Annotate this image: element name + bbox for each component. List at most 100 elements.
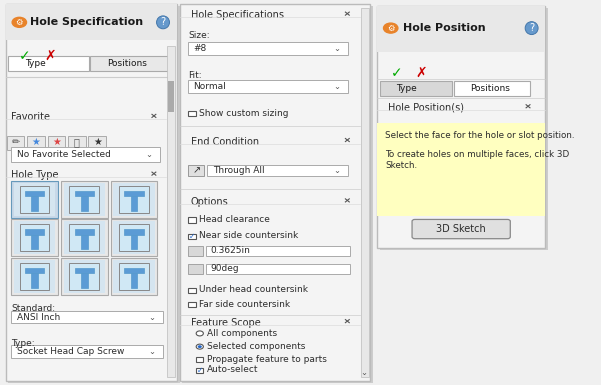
- Text: Hole Position(s): Hole Position(s): [388, 103, 464, 113]
- Text: Options: Options: [191, 197, 228, 207]
- FancyBboxPatch shape: [130, 273, 138, 288]
- Text: ✗: ✗: [44, 49, 56, 63]
- FancyBboxPatch shape: [119, 186, 149, 213]
- FancyBboxPatch shape: [188, 80, 348, 92]
- FancyBboxPatch shape: [188, 165, 204, 176]
- Text: ⌄: ⌄: [145, 150, 153, 159]
- Text: Normal: Normal: [194, 82, 226, 90]
- FancyBboxPatch shape: [81, 235, 88, 249]
- FancyBboxPatch shape: [69, 263, 99, 290]
- FancyBboxPatch shape: [196, 368, 203, 373]
- Text: ⌄: ⌄: [148, 347, 156, 356]
- FancyBboxPatch shape: [377, 123, 546, 216]
- Text: Under head countersink: Under head countersink: [199, 285, 308, 295]
- FancyBboxPatch shape: [206, 264, 350, 274]
- Text: ⚙: ⚙: [387, 23, 394, 33]
- Text: Hole Position: Hole Position: [403, 23, 486, 33]
- Circle shape: [196, 344, 203, 349]
- FancyBboxPatch shape: [119, 263, 149, 290]
- FancyBboxPatch shape: [31, 273, 38, 288]
- Circle shape: [198, 345, 202, 348]
- FancyBboxPatch shape: [20, 186, 49, 213]
- FancyBboxPatch shape: [167, 46, 175, 377]
- FancyBboxPatch shape: [188, 42, 348, 55]
- FancyBboxPatch shape: [124, 229, 144, 235]
- Text: ↗: ↗: [192, 165, 200, 175]
- FancyBboxPatch shape: [188, 288, 196, 293]
- FancyBboxPatch shape: [361, 8, 368, 377]
- Text: ?: ?: [529, 23, 534, 33]
- Text: ★: ★: [93, 137, 102, 147]
- FancyBboxPatch shape: [8, 56, 89, 71]
- Text: Hole Specification: Hole Specification: [31, 17, 144, 27]
- Text: Far side countersink: Far side countersink: [199, 300, 290, 309]
- FancyBboxPatch shape: [75, 229, 94, 235]
- Text: 🔒: 🔒: [74, 137, 80, 147]
- FancyBboxPatch shape: [14, 260, 55, 293]
- FancyBboxPatch shape: [188, 111, 196, 116]
- Text: Select the face for the hole or slot position.: Select the face for the hole or slot pos…: [385, 131, 575, 140]
- FancyBboxPatch shape: [81, 273, 88, 288]
- FancyBboxPatch shape: [61, 181, 108, 218]
- FancyBboxPatch shape: [81, 196, 88, 211]
- FancyBboxPatch shape: [64, 260, 105, 293]
- Text: Type:: Type:: [11, 339, 35, 348]
- Text: Hole Type: Hole Type: [11, 170, 58, 180]
- Text: Size:: Size:: [188, 32, 210, 40]
- FancyBboxPatch shape: [182, 6, 373, 383]
- Text: ✗: ✗: [415, 66, 427, 80]
- Text: End Condition: End Condition: [191, 137, 259, 147]
- Text: 3D Sketch: 3D Sketch: [436, 224, 486, 234]
- Text: Fit:: Fit:: [188, 71, 201, 80]
- Text: Type: Type: [25, 59, 46, 68]
- Text: Favorite: Favorite: [11, 112, 50, 122]
- Text: No Favorite Selected: No Favorite Selected: [17, 150, 111, 159]
- FancyBboxPatch shape: [188, 218, 196, 223]
- Text: ?: ?: [160, 17, 166, 27]
- Text: Type: Type: [396, 84, 417, 93]
- FancyBboxPatch shape: [188, 234, 196, 239]
- FancyBboxPatch shape: [61, 219, 108, 256]
- FancyBboxPatch shape: [8, 6, 180, 383]
- FancyBboxPatch shape: [377, 6, 546, 52]
- FancyBboxPatch shape: [124, 191, 144, 196]
- FancyBboxPatch shape: [7, 136, 24, 150]
- Text: ✓: ✓: [189, 232, 195, 241]
- FancyBboxPatch shape: [64, 221, 105, 254]
- FancyBboxPatch shape: [5, 4, 177, 381]
- Text: ⌄: ⌄: [334, 44, 341, 53]
- FancyBboxPatch shape: [11, 345, 163, 358]
- Text: Hole Specifications: Hole Specifications: [191, 10, 284, 20]
- Text: ★: ★: [31, 137, 40, 147]
- Text: Near side countersink: Near side countersink: [199, 231, 298, 240]
- Text: ✓: ✓: [19, 49, 31, 63]
- Text: Auto-select: Auto-select: [207, 365, 259, 374]
- Text: 0.3625in: 0.3625in: [210, 246, 250, 256]
- FancyBboxPatch shape: [188, 302, 196, 307]
- Text: ⚙: ⚙: [16, 18, 23, 27]
- Text: Head clearance: Head clearance: [199, 215, 270, 224]
- FancyBboxPatch shape: [31, 235, 38, 249]
- Text: ✏: ✏: [11, 137, 20, 147]
- FancyBboxPatch shape: [25, 191, 44, 196]
- FancyBboxPatch shape: [124, 268, 144, 273]
- FancyBboxPatch shape: [454, 81, 529, 96]
- Text: Positions: Positions: [107, 59, 147, 68]
- FancyBboxPatch shape: [14, 183, 55, 216]
- Text: ⌄: ⌄: [334, 82, 341, 90]
- FancyBboxPatch shape: [380, 8, 548, 250]
- FancyBboxPatch shape: [196, 357, 203, 362]
- FancyBboxPatch shape: [61, 258, 108, 295]
- Text: All components: All components: [207, 329, 277, 338]
- Text: To create holes on multiple faces, click 3D
Sketch.: To create holes on multiple faces, click…: [385, 150, 569, 169]
- FancyBboxPatch shape: [412, 219, 510, 239]
- Text: Standard:: Standard:: [11, 304, 55, 313]
- FancyBboxPatch shape: [11, 181, 58, 218]
- FancyBboxPatch shape: [75, 191, 94, 196]
- FancyBboxPatch shape: [14, 221, 55, 254]
- FancyBboxPatch shape: [68, 136, 86, 150]
- FancyBboxPatch shape: [25, 229, 44, 235]
- Circle shape: [12, 17, 26, 27]
- FancyBboxPatch shape: [111, 181, 157, 218]
- Text: Through All: Through All: [213, 166, 264, 175]
